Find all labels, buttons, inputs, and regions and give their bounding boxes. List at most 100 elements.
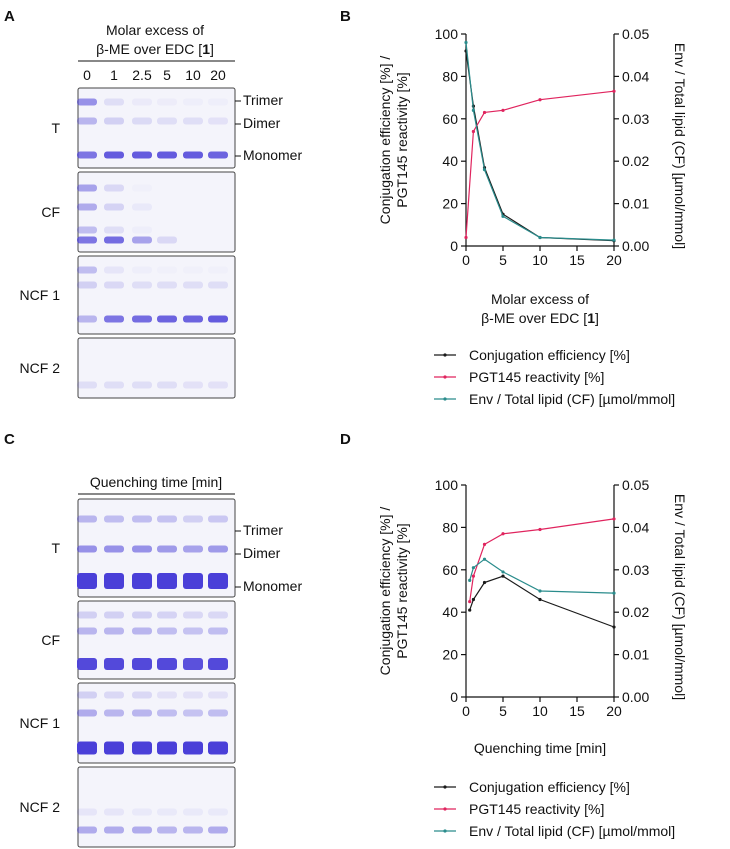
gel-band	[208, 515, 228, 523]
gel-band	[157, 573, 177, 589]
gel-a-header-line1: Molar excess of	[106, 22, 204, 38]
y-right-tick-label: 0.04	[622, 68, 649, 84]
gel-band	[77, 808, 97, 816]
data-point	[482, 110, 487, 115]
series-line-0	[469, 575, 615, 628]
data-point	[501, 108, 505, 112]
gel-band	[104, 281, 124, 289]
lane-label: 5	[163, 67, 171, 83]
gel-band	[77, 226, 97, 234]
gel-ncf-1: NCF 1	[20, 255, 236, 335]
gel-band	[157, 741, 177, 755]
gel-band	[208, 611, 228, 619]
data-point	[468, 608, 472, 612]
lane-label: 0	[83, 67, 91, 83]
data-point	[612, 591, 616, 595]
gel-band	[208, 826, 228, 834]
gel-band	[208, 545, 228, 553]
y-right-tick-label: 0.02	[622, 604, 649, 620]
gel-band	[157, 315, 177, 323]
data-point	[501, 214, 505, 218]
gel-frame	[77, 255, 236, 335]
gel-band	[157, 98, 177, 106]
gel-band	[104, 826, 124, 834]
gel-band	[183, 826, 203, 834]
gel-band	[208, 627, 228, 635]
gel-band	[183, 99, 203, 106]
gel-band	[104, 741, 124, 755]
y-left-tick-label: 0	[450, 689, 458, 705]
gel-row-label: NCF 1	[20, 287, 61, 303]
y-right-tick-label: 0.03	[622, 111, 649, 127]
data-point	[468, 600, 472, 604]
data-point	[464, 235, 468, 240]
legend-marker	[443, 785, 447, 789]
y-left-tick-label: 100	[435, 26, 459, 42]
data-point	[471, 566, 475, 570]
gel-band	[208, 381, 228, 389]
gel-band	[157, 267, 177, 274]
gel-band	[104, 545, 124, 553]
gel-band	[132, 826, 152, 834]
data-point	[538, 235, 542, 240]
gel-row-label: T	[51, 120, 60, 136]
gel-band	[208, 151, 228, 159]
lane-label: 10	[185, 67, 201, 83]
x-tick-label: 20	[606, 252, 622, 268]
gel-band	[104, 658, 124, 670]
gel-band	[132, 691, 152, 699]
band-label-monomer: Monomer	[243, 578, 302, 594]
data-point	[538, 527, 542, 532]
gel-band	[104, 203, 124, 211]
legend-label: Env / Total lipid (CF) [µmol/mmol]	[469, 391, 675, 407]
gel-band	[77, 315, 97, 323]
gel-band	[208, 691, 228, 699]
gel-band	[104, 266, 124, 274]
gel-a-header-line2: β-ME over EDC [1]	[96, 41, 214, 57]
chart-d: 0 5 10 15 20 0 20 40 60 80 100 0.00 0.01 0.02 0.03 0.04…	[377, 477, 688, 839]
gel-frame	[77, 766, 236, 848]
gel-band	[77, 266, 97, 274]
legend-label: Env / Total lipid (CF) [µmol/mmol]	[469, 823, 675, 839]
gel-cf: CF	[41, 171, 236, 253]
y-right-axis-title: Env / Total lipid (CF) [µmol/mmol]	[672, 43, 688, 249]
y-right-tick-label: 0.04	[622, 519, 649, 535]
gel-band	[183, 573, 203, 589]
series-line-2	[465, 42, 615, 241]
gel-band	[183, 117, 203, 125]
gel-band	[104, 151, 124, 159]
gel-band	[157, 281, 177, 289]
gel-band	[157, 515, 177, 523]
x-axis-title: Quenching time [min]	[474, 740, 606, 756]
lane-label: 2.5	[132, 67, 152, 83]
band-label-dimer: Dimer	[243, 115, 281, 131]
y-left-tick-label: 60	[442, 562, 458, 578]
gel-row-label: T	[51, 540, 60, 556]
y-right-tick-label: 0.05	[622, 26, 649, 42]
gel-t: T Trimer Dimer Monomer	[51, 87, 302, 169]
gel-band	[132, 281, 152, 289]
x-tick-label: 10	[532, 703, 548, 719]
y-right-axis-title: Env / Total lipid (CF) [µmol/mmol]	[672, 494, 688, 700]
gel-t: T Trimer Dimer Monomer	[51, 498, 302, 598]
y-left-axis-title: Conjugation efficiency [%] /PGT145 react…	[377, 507, 410, 676]
series-line-2	[469, 558, 615, 594]
gel-band	[183, 691, 203, 699]
gel-band	[183, 627, 203, 635]
gel-band	[77, 658, 97, 670]
band-label-trimer: Trimer	[243, 92, 283, 108]
legend-marker	[443, 807, 447, 811]
y-right-tick-label: 0.03	[622, 562, 649, 578]
panel-label-a: A	[4, 8, 15, 25]
lane-label: 20	[210, 67, 226, 83]
gel-band	[208, 709, 228, 717]
y-left-tick-label: 40	[442, 153, 458, 169]
data-point	[468, 578, 472, 583]
gel-band	[77, 826, 97, 834]
x-axis-title-line1: Molar excess of	[491, 291, 589, 307]
gel-band	[132, 808, 152, 816]
gel-band	[104, 236, 124, 244]
x-tick-label: 20	[606, 703, 622, 719]
y-left-tick-label: 60	[442, 111, 458, 127]
gel-band	[104, 184, 124, 192]
